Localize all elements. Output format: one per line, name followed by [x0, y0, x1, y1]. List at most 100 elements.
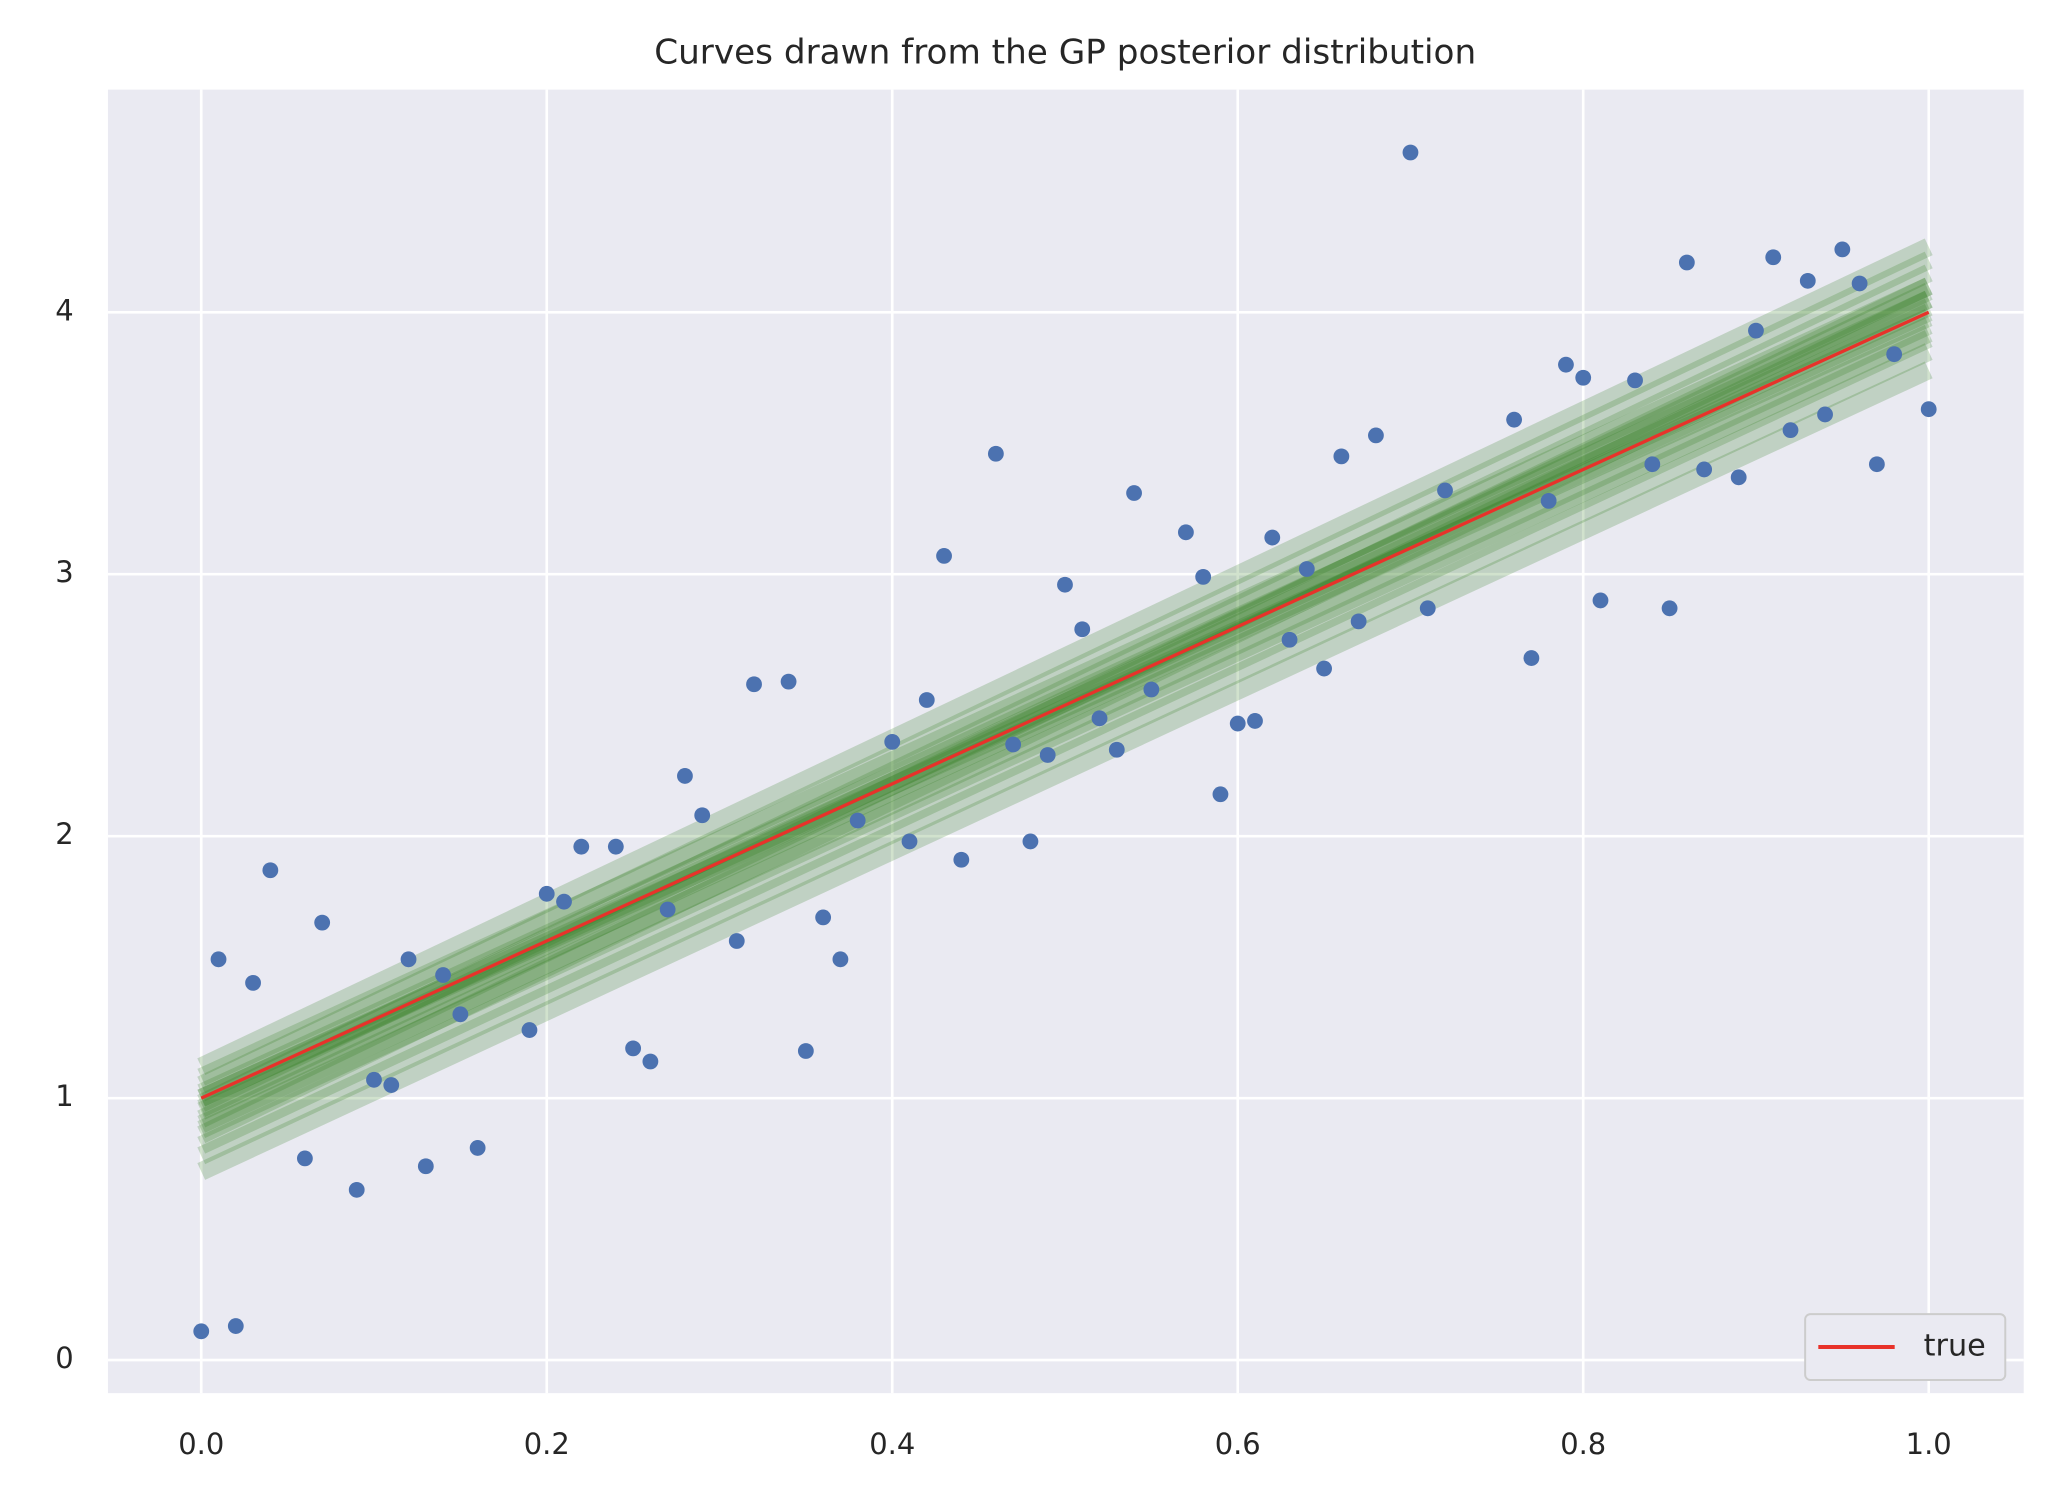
data-point — [1264, 529, 1281, 546]
data-point — [1057, 576, 1073, 593]
data-point — [383, 1077, 400, 1093]
data-point — [314, 914, 331, 931]
data-point — [832, 951, 849, 968]
y-tick-label: 3 — [55, 555, 73, 589]
data-point — [1419, 600, 1436, 617]
data-point — [936, 548, 952, 564]
data-point — [1247, 713, 1263, 729]
data-point — [1920, 401, 1937, 418]
posterior-curve — [197, 303, 1933, 1120]
data-point — [452, 1006, 469, 1023]
x-tick-label: 0.6 — [1215, 1427, 1261, 1461]
data-point — [1851, 275, 1868, 292]
posterior-curve — [197, 330, 1933, 1154]
chart-title: Curves drawn from the GP posterior distr… — [654, 33, 1476, 73]
posterior-curve — [197, 324, 1933, 1138]
data-point — [1868, 456, 1885, 473]
data-point — [1039, 747, 1056, 763]
data-point — [1195, 568, 1212, 585]
data-point — [625, 1040, 642, 1057]
data-point — [1143, 681, 1160, 698]
data-point — [1437, 482, 1453, 499]
data-point — [746, 676, 762, 693]
data-point — [400, 951, 417, 968]
data-point — [1212, 786, 1229, 803]
data-point — [987, 445, 1004, 462]
posterior-curve — [197, 251, 1933, 1094]
data-point — [1506, 411, 1523, 428]
data-point — [417, 1158, 434, 1175]
data-point — [659, 901, 676, 918]
x-tick-label: 1.0 — [1906, 1427, 1952, 1461]
data-point — [366, 1071, 382, 1088]
true-line — [200, 310, 1930, 1100]
data-point — [849, 812, 866, 829]
data-point — [210, 951, 227, 968]
data-point — [815, 909, 832, 926]
data-point — [694, 807, 711, 824]
posterior-curve — [197, 290, 1933, 1144]
data-point — [1298, 561, 1315, 577]
data-point — [1126, 485, 1142, 501]
data-point — [1834, 241, 1851, 258]
data-point — [884, 733, 901, 750]
x-tick-label: 0.4 — [869, 1427, 915, 1461]
y-tick-label: 4 — [55, 293, 73, 327]
x-tick-label: 0.0 — [178, 1427, 224, 1461]
posterior-curve — [197, 277, 1933, 1128]
legend-box — [1804, 1313, 2007, 1381]
data-point — [677, 768, 693, 784]
data-point — [901, 833, 918, 850]
data-point — [728, 933, 745, 949]
data-point — [1696, 461, 1713, 478]
data-point — [1368, 427, 1384, 444]
data-point — [469, 1140, 486, 1156]
data-point — [573, 838, 590, 855]
posterior-curve — [197, 282, 1933, 1117]
data-point — [1005, 736, 1022, 753]
posterior-curve — [197, 343, 1933, 1165]
data-point — [1229, 715, 1246, 732]
data-point — [1644, 456, 1661, 473]
data-point — [1886, 346, 1903, 363]
posterior-curve — [197, 361, 1933, 1180]
data-point — [780, 673, 797, 690]
data-point — [1333, 448, 1350, 465]
x-tick-label: 0.8 — [1560, 1427, 1606, 1461]
data-point — [1350, 613, 1367, 630]
posterior-curve — [197, 264, 1933, 1112]
legend: true — [1804, 1313, 2007, 1381]
data-point — [262, 862, 279, 879]
posterior-curve — [197, 277, 1933, 1086]
y-tick-label: 1 — [55, 1079, 73, 1113]
data-point — [1678, 254, 1695, 271]
data-point — [918, 692, 935, 708]
data-point — [538, 885, 555, 902]
data-point — [1177, 524, 1194, 541]
data-point — [1592, 592, 1609, 609]
data-point — [1074, 621, 1091, 638]
data-point — [296, 1150, 313, 1167]
data-point — [1627, 372, 1643, 389]
legend-label: true — [1924, 1329, 1986, 1364]
data-point — [521, 1022, 538, 1038]
data-point — [1575, 369, 1592, 386]
data-point — [1316, 660, 1332, 677]
y-tick-label: 0 — [55, 1341, 73, 1375]
data-point — [1799, 272, 1816, 289]
posterior-curve — [197, 290, 1933, 1102]
data-point — [435, 967, 451, 983]
data-point — [953, 851, 970, 868]
data-point — [1281, 631, 1298, 648]
data-point — [1730, 469, 1747, 486]
data-point — [797, 1043, 814, 1059]
data-point — [1558, 356, 1574, 373]
data-point — [1091, 710, 1108, 727]
y-tick-label: 2 — [55, 817, 73, 851]
data-point — [1765, 249, 1782, 266]
data-point — [556, 893, 572, 910]
data-point — [642, 1053, 659, 1070]
data-point — [1022, 833, 1039, 850]
data-point — [1108, 741, 1125, 758]
